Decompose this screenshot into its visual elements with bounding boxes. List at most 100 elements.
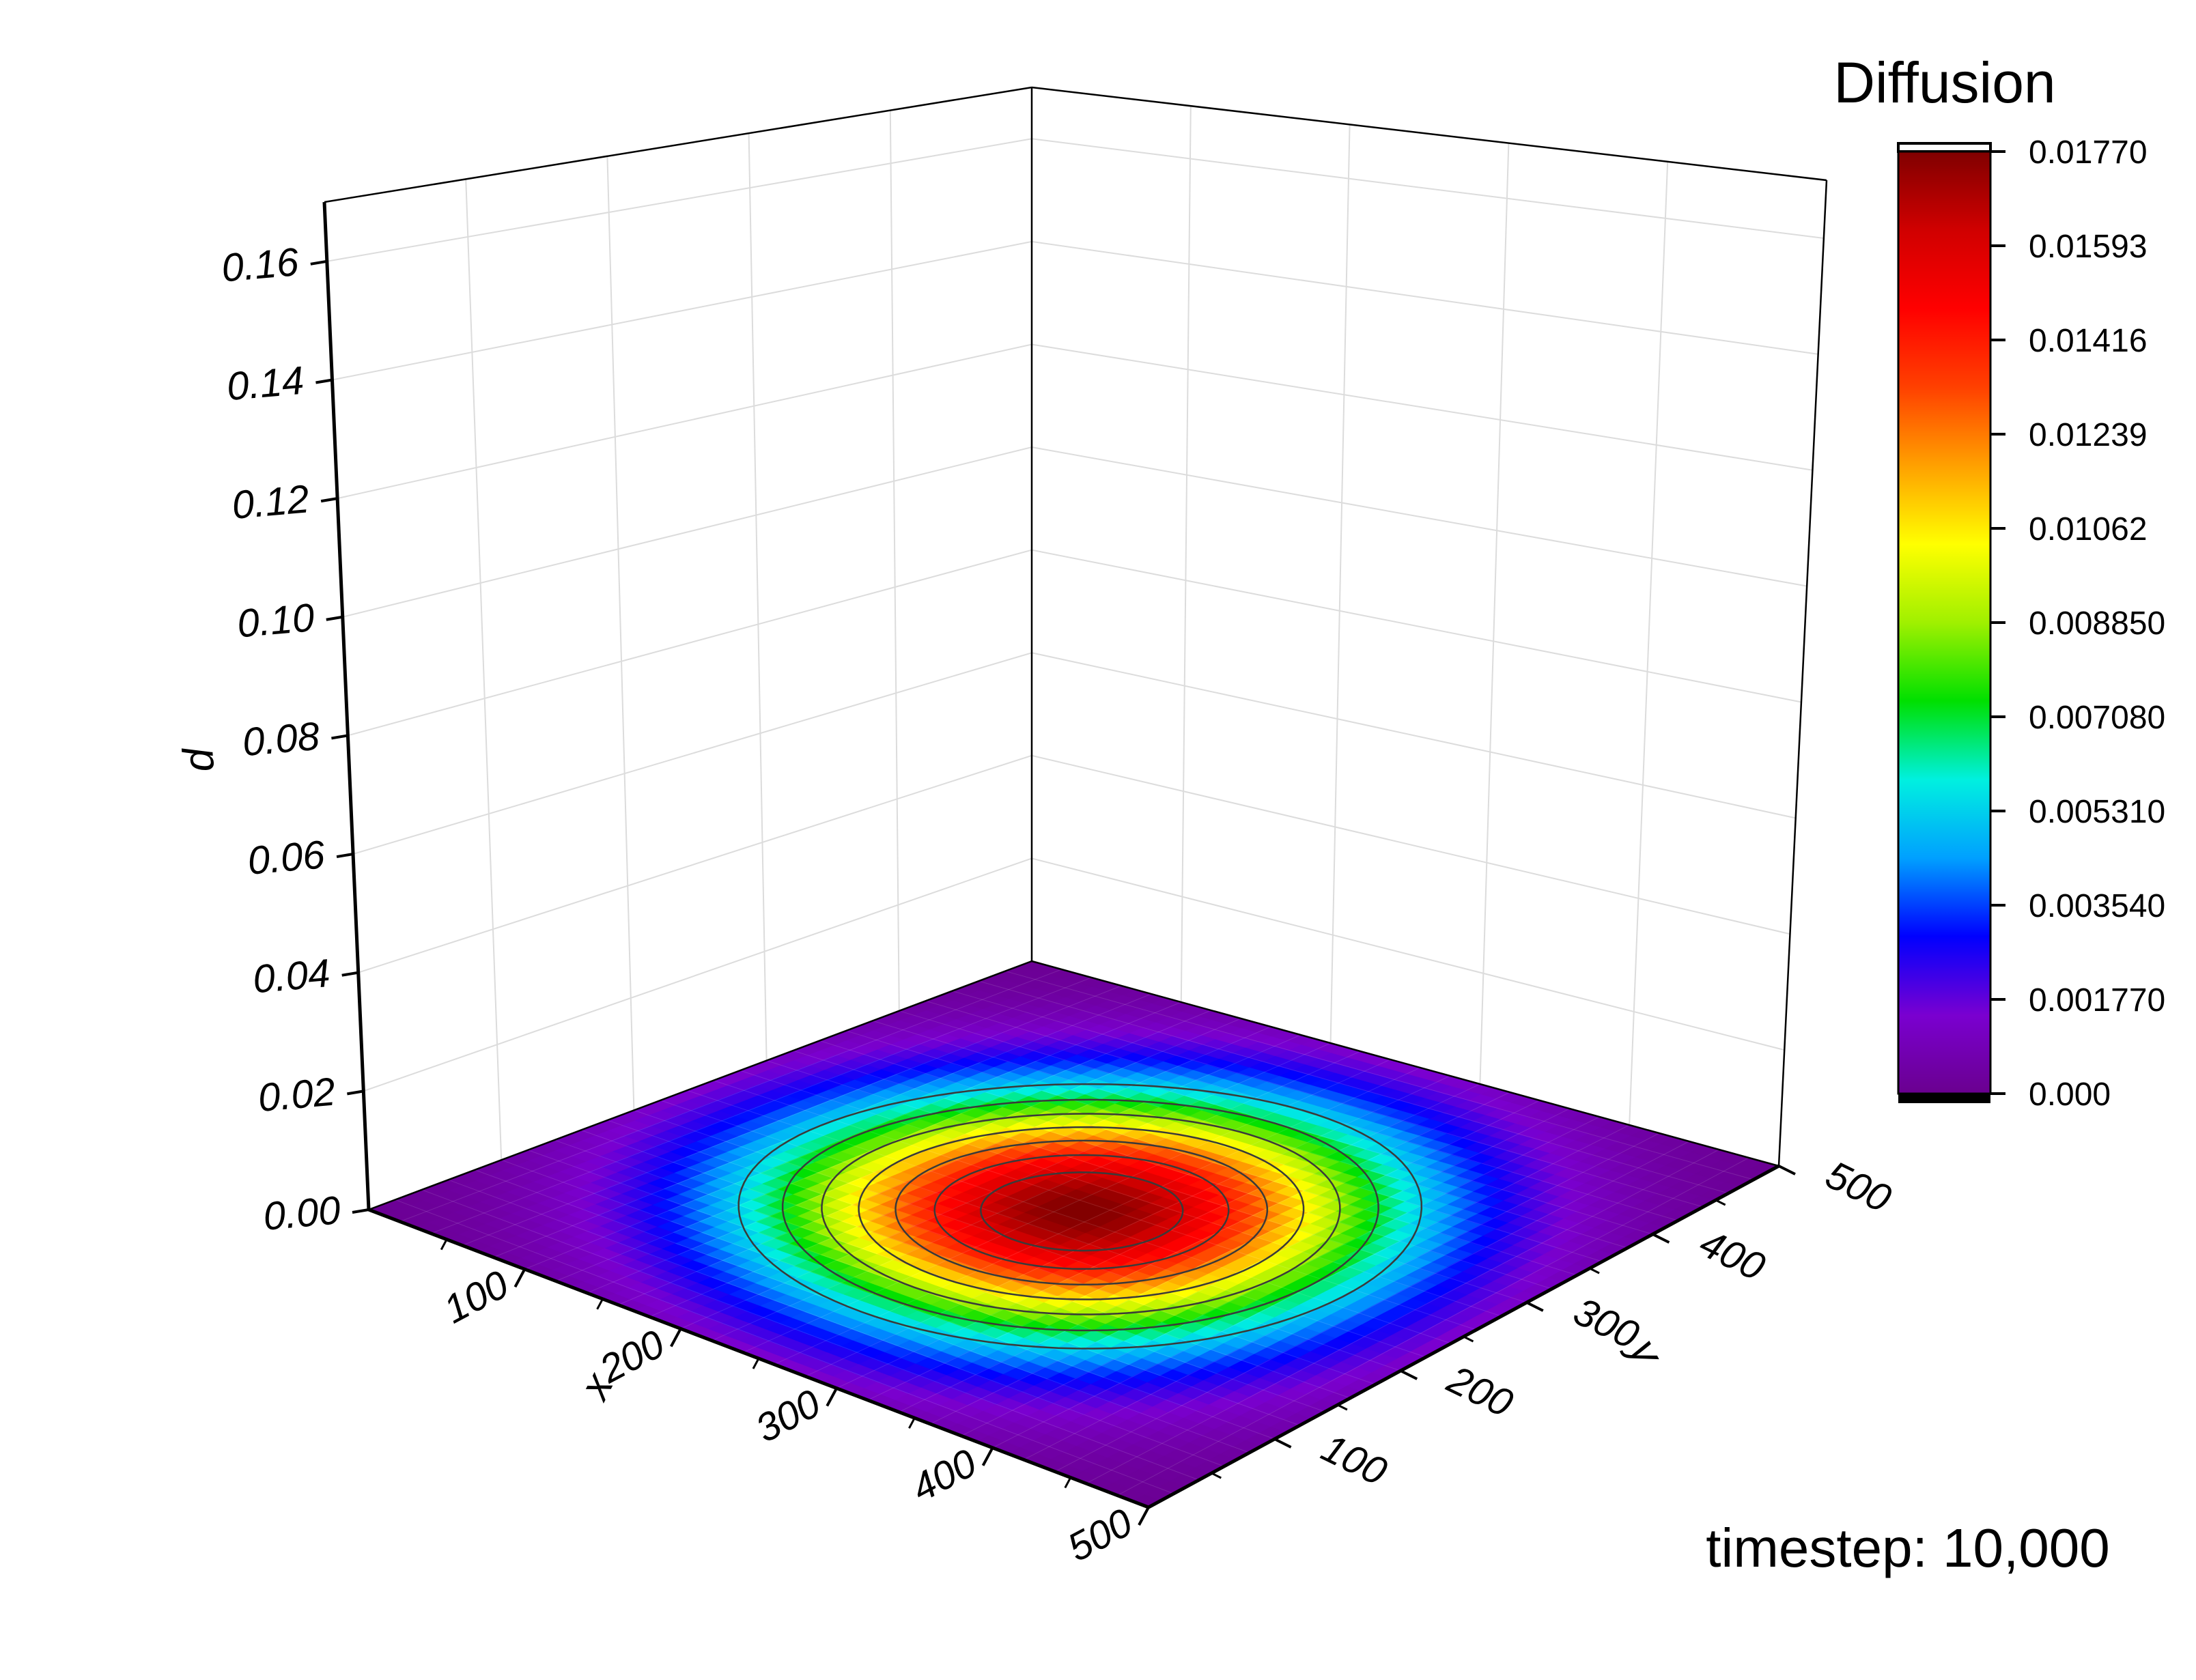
z-tick-label: 0.10 bbox=[236, 595, 316, 646]
mesh-line bbox=[501, 1159, 1275, 1440]
mesh-line bbox=[1005, 971, 1754, 1180]
mesh-line bbox=[805, 1075, 1450, 1377]
mesh-line bbox=[979, 980, 1729, 1194]
y-minor-tick bbox=[1715, 1199, 1726, 1206]
mesh-line bbox=[462, 985, 1122, 1246]
y-tick-label: 400 bbox=[1693, 1221, 1771, 1290]
y-tick-mark bbox=[1525, 1301, 1544, 1312]
mesh-line bbox=[899, 1010, 1653, 1235]
mesh-line bbox=[686, 1090, 1452, 1344]
mesh-line bbox=[992, 1124, 1630, 1449]
right-wall-vgrid bbox=[1479, 143, 1510, 1085]
colorbar-tick-label: 0.003540 bbox=[2029, 888, 2165, 924]
x-minor-tick bbox=[752, 1358, 760, 1369]
mesh-line bbox=[431, 977, 1092, 1234]
mesh-line bbox=[421, 1189, 1200, 1481]
left-wall-vgrid bbox=[606, 156, 635, 1111]
y-tick-mark bbox=[1273, 1438, 1292, 1449]
colorbar-tick-label: 0.008850 bbox=[2029, 606, 2165, 642]
colorbar-tick-label: 0.001770 bbox=[2029, 982, 2165, 1019]
mesh-line bbox=[845, 1030, 1603, 1262]
mesh-line bbox=[649, 1034, 1301, 1318]
left-wall bbox=[324, 87, 1032, 1210]
x-tick-mark bbox=[513, 1268, 526, 1288]
mesh-line bbox=[524, 1001, 1181, 1270]
z-tick-label: 0.14 bbox=[225, 358, 305, 410]
mesh-line bbox=[740, 1070, 1502, 1317]
z-tick-label: 0.08 bbox=[240, 714, 321, 765]
floor-back-right-edge bbox=[1031, 960, 1779, 1167]
z-tick-mark bbox=[320, 497, 338, 503]
colorbar-legend: Diffusion 0.000 0.001770 0.003540 0.005310 0… bbox=[1833, 51, 2165, 1113]
x-minor-tick bbox=[1064, 1477, 1072, 1489]
x-minor-tick bbox=[596, 1298, 604, 1310]
colorbar-top-cap bbox=[1897, 142, 1992, 153]
mesh-line bbox=[952, 991, 1704, 1208]
contour-line bbox=[821, 1113, 1341, 1315]
mesh-line bbox=[618, 1026, 1271, 1305]
y-tick-mark bbox=[1778, 1165, 1796, 1176]
timestep-annotation: timestep: 10,000 bbox=[1706, 1518, 2109, 1578]
mesh-line bbox=[1117, 1157, 1749, 1496]
mesh-line bbox=[713, 1080, 1477, 1330]
y-minor-tick bbox=[1589, 1267, 1600, 1275]
contour-line bbox=[781, 1098, 1379, 1332]
mesh-line bbox=[580, 1130, 1351, 1399]
x-tick-label: 500 bbox=[1060, 1500, 1140, 1570]
x-tick-mark bbox=[670, 1328, 682, 1348]
z-tick-mark bbox=[336, 853, 354, 859]
colorbar-tick-label: 0.01593 bbox=[2029, 229, 2148, 265]
y-tick-mark bbox=[1652, 1233, 1670, 1244]
mesh-line bbox=[899, 1100, 1540, 1412]
colorbar-gradient bbox=[1897, 150, 1992, 1095]
y-tick-label: 200 bbox=[1440, 1357, 1519, 1426]
colorbar-tick-label: 0.000 bbox=[2029, 1077, 2111, 1113]
colorbar-bottom-cap bbox=[1898, 1094, 1990, 1103]
z-tick-mark bbox=[331, 734, 348, 740]
right-wall-edge bbox=[1777, 180, 1828, 1167]
z-tick-label: 0.00 bbox=[262, 1188, 342, 1239]
y-minor-tick bbox=[1211, 1472, 1222, 1479]
y-tick-label: 500 bbox=[1819, 1152, 1898, 1221]
contour-line bbox=[980, 1171, 1184, 1252]
z-tick-mark bbox=[347, 1090, 364, 1096]
colorbar-tick-label: 0.01239 bbox=[2029, 417, 2148, 453]
z-tick-label: 0.06 bbox=[246, 832, 327, 883]
right-wall-top-edge bbox=[1031, 86, 1827, 182]
z-tick-mark bbox=[352, 1208, 369, 1214]
z-tick-mark bbox=[315, 378, 333, 384]
contour-lines bbox=[737, 1083, 1423, 1350]
x-tick-label: 300 bbox=[748, 1381, 828, 1451]
x-tick-label: 400 bbox=[904, 1440, 983, 1511]
y-minor-tick bbox=[1463, 1335, 1474, 1343]
x-tick-label: 100 bbox=[436, 1262, 516, 1333]
contour-line bbox=[737, 1083, 1423, 1350]
colorbar-tick-label: 0.01770 bbox=[2029, 134, 2148, 171]
left-wall-vgrid bbox=[748, 133, 768, 1061]
left-wall-vgrid bbox=[889, 110, 900, 1011]
mesh-line bbox=[742, 1059, 1391, 1353]
mesh-line bbox=[712, 1051, 1361, 1341]
left-wall-top-edge bbox=[324, 86, 1032, 203]
mesh-line bbox=[867, 1092, 1510, 1401]
contour-line bbox=[858, 1126, 1305, 1300]
colorbar-tick-label: 0.01416 bbox=[2029, 323, 2148, 359]
x-minor-tick bbox=[908, 1417, 916, 1429]
right-wall-vgrid bbox=[1629, 161, 1669, 1126]
mesh-line bbox=[793, 1050, 1552, 1290]
z-axis-label: d bbox=[175, 745, 223, 773]
z-tick-label: 0.12 bbox=[230, 476, 311, 528]
left-wall-vgrid bbox=[465, 179, 503, 1161]
mesh-line bbox=[819, 1040, 1577, 1276]
mesh-line bbox=[448, 1179, 1224, 1467]
z-tick-mark bbox=[310, 259, 328, 266]
z-tick-label: 0.04 bbox=[251, 951, 332, 1002]
surface-plot bbox=[367, 960, 1780, 1508]
colorbar-tick-label: 0.01062 bbox=[2029, 511, 2148, 547]
contour-line bbox=[933, 1154, 1230, 1270]
x-tick-mark bbox=[826, 1387, 838, 1407]
contour-line bbox=[895, 1139, 1269, 1285]
mesh-line bbox=[607, 1120, 1376, 1385]
floor-back-left-edge bbox=[368, 960, 1032, 1211]
